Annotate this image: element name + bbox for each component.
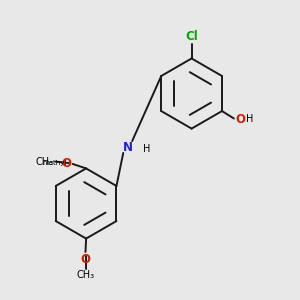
Text: N: N bbox=[123, 140, 133, 154]
Text: CH₃: CH₃ bbox=[36, 157, 54, 166]
Text: CH₃: CH₃ bbox=[76, 270, 94, 280]
Text: O: O bbox=[80, 254, 91, 266]
Text: H: H bbox=[142, 144, 150, 154]
Text: O: O bbox=[235, 113, 245, 126]
Text: Cl: Cl bbox=[185, 30, 198, 43]
Text: H: H bbox=[246, 114, 253, 124]
Text: O: O bbox=[61, 157, 71, 169]
Text: methyl: methyl bbox=[42, 160, 67, 166]
